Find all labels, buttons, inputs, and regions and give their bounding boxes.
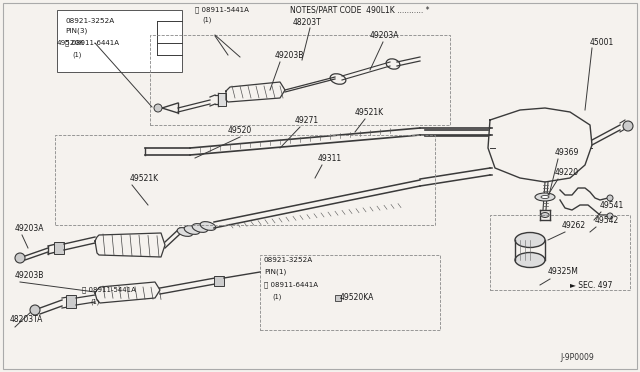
Text: (1): (1) [202, 17, 211, 23]
Ellipse shape [192, 224, 208, 232]
Ellipse shape [184, 225, 200, 234]
Bar [214, 276, 224, 286]
Bar [66, 295, 76, 308]
Text: 08921-3252A: 08921-3252A [65, 18, 115, 24]
Text: 49203A: 49203A [15, 224, 45, 232]
Bar [335, 295, 341, 301]
Text: 49521K: 49521K [130, 173, 159, 183]
Text: Ⓝ 08911-5441A: Ⓝ 08911-5441A [82, 287, 136, 293]
Text: 49542: 49542 [595, 215, 620, 224]
Text: (1): (1) [90, 299, 99, 305]
Text: 49541: 49541 [600, 201, 624, 209]
Circle shape [623, 121, 633, 131]
Text: PIN(3): PIN(3) [65, 28, 87, 34]
Text: 49369: 49369 [555, 148, 579, 157]
Text: 49521K: 49521K [355, 108, 384, 116]
Circle shape [607, 195, 613, 201]
Text: 49325M: 49325M [548, 267, 579, 276]
Text: 49203A: 49203A [370, 31, 399, 39]
Ellipse shape [515, 232, 545, 247]
Text: 49203B: 49203B [275, 51, 305, 60]
Circle shape [154, 104, 162, 112]
Bar [54, 242, 64, 254]
Text: Ⓝ 08911-5441A: Ⓝ 08911-5441A [195, 7, 249, 13]
Bar [260, 255, 440, 330]
Text: ► SEC. 497: ► SEC. 497 [570, 280, 612, 289]
Text: 49271: 49271 [295, 115, 319, 125]
Text: (1): (1) [72, 52, 81, 58]
Text: 49203B: 49203B [15, 270, 44, 279]
Text: Ⓝ 08911-6441A: Ⓝ 08911-6441A [65, 40, 119, 46]
Circle shape [30, 305, 40, 315]
Text: 49520K: 49520K [57, 40, 85, 46]
Ellipse shape [541, 212, 549, 218]
Ellipse shape [541, 196, 549, 199]
Circle shape [15, 253, 25, 263]
Text: 08921-3252A: 08921-3252A [264, 257, 313, 263]
Text: 49220: 49220 [555, 167, 579, 176]
Bar [55, 135, 435, 225]
Text: NOTES/PART CODE  490L1K ........... *: NOTES/PART CODE 490L1K ........... * [290, 6, 429, 15]
Ellipse shape [535, 193, 555, 201]
Text: PIN(1): PIN(1) [264, 269, 286, 275]
Text: J-9P0009: J-9P0009 [560, 353, 594, 362]
Text: 48203TA: 48203TA [10, 315, 44, 324]
Circle shape [607, 213, 613, 219]
Text: 48203T: 48203T [293, 17, 322, 26]
Bar [490, 215, 630, 290]
Bar [218, 93, 226, 106]
Bar [57, 10, 182, 72]
Ellipse shape [515, 253, 545, 267]
Ellipse shape [200, 222, 216, 230]
Text: 49520: 49520 [228, 125, 252, 135]
Ellipse shape [177, 228, 193, 236]
Text: Ⓝ 08911-6441A: Ⓝ 08911-6441A [264, 282, 318, 288]
Text: (1): (1) [272, 294, 282, 300]
Text: 49262: 49262 [562, 221, 586, 230]
Bar [150, 35, 450, 125]
Text: 45001: 45001 [590, 38, 614, 46]
Text: 49311: 49311 [318, 154, 342, 163]
Text: 49520KA: 49520KA [340, 292, 374, 301]
